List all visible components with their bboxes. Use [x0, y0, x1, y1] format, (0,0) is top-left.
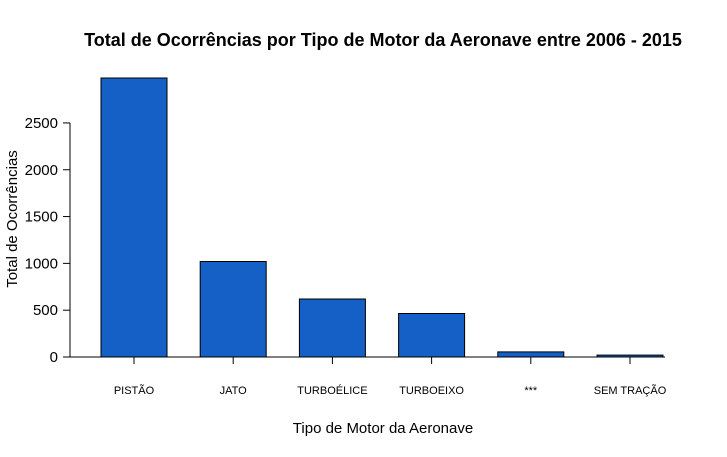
y-tick-label-1: 500 [33, 302, 58, 319]
x-tick-label-0: PISTÃO [114, 384, 155, 397]
y-tick-label-2: 1000 [25, 255, 58, 272]
bar-2 [298, 298, 366, 358]
y-axis-ticks: 0 500 1000 1500 2000 2500 [25, 115, 70, 366]
x-tick-label-3: TURBOEIXO [399, 385, 464, 397]
bar-1 [199, 261, 267, 358]
y-tick-label-5: 2500 [25, 115, 58, 132]
x-tick-label-2: TURBOÉLICE [297, 384, 367, 397]
x-axis-title: Tipo de Motor da Aeronave [293, 420, 473, 437]
y-tick-label-3: 1500 [25, 209, 58, 226]
chart-title: Total de Ocorrências por Tipo de Motor d… [84, 30, 682, 50]
x-tick-label-4: *** [524, 385, 538, 397]
x-axis-ticks: PISTÃO JATO TURBOÉLICE TURBOEIXO *** SEM TRAÇ… [114, 357, 667, 397]
y-tick-label-0: 0 [50, 349, 58, 366]
y-tick-label-4: 2000 [25, 162, 58, 179]
bar-0 [100, 77, 168, 358]
x-tick-label-5: SEM TRAÇÃO [594, 384, 667, 397]
y-axis-title: Total de Ocorrências [4, 150, 21, 288]
bars-group [100, 77, 664, 358]
bar-4 [497, 351, 565, 358]
x-tick-label-1: JATO [220, 385, 248, 397]
bar-3 [398, 313, 466, 358]
